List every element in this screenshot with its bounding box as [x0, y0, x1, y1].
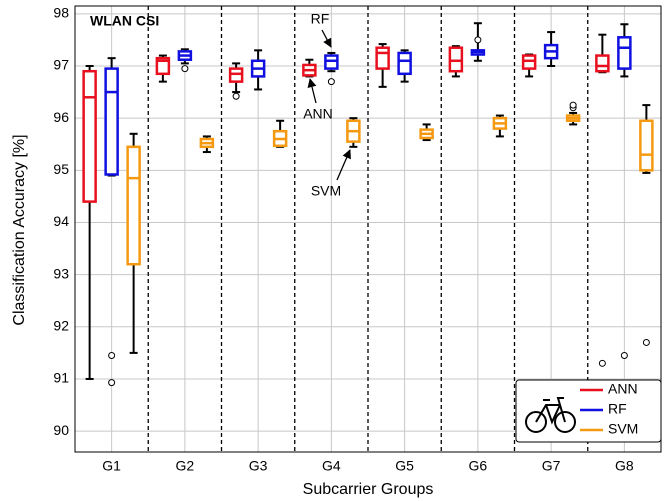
arrow: [307, 78, 317, 104]
x-tick-label: G1: [102, 458, 121, 474]
arrow-label: RF: [311, 11, 330, 27]
arrow-label: ANN: [303, 106, 333, 122]
outlier: [108, 379, 116, 387]
legend-label: ANN: [608, 381, 638, 397]
box: [375, 46, 390, 70]
outlier: [642, 338, 650, 346]
arrow: [321, 29, 332, 48]
x-axis-label: Subcarrier Groups: [303, 481, 434, 498]
box: [448, 46, 464, 73]
x-tick-label: G3: [249, 458, 268, 474]
x-tick-label: G8: [615, 458, 634, 474]
outlier: [232, 92, 240, 100]
y-tick-label: 90: [53, 422, 69, 438]
outlier: [620, 351, 628, 359]
box: [639, 119, 654, 172]
box: [617, 36, 632, 70]
arrow-label: SVM: [311, 183, 341, 199]
box: [155, 56, 171, 76]
y-tick-label: 96: [53, 109, 69, 125]
y-tick-label: 97: [53, 57, 69, 73]
legend-label: RF: [608, 401, 627, 417]
x-tick-label: G4: [322, 458, 341, 474]
box: [397, 51, 412, 76]
box: [126, 145, 141, 266]
outlier: [327, 78, 335, 86]
box: [82, 69, 97, 203]
annotation: WLAN CSI: [90, 13, 159, 29]
arrow: [336, 149, 351, 181]
box: [104, 67, 119, 176]
x-tick-label: G5: [395, 458, 414, 474]
box: [324, 54, 339, 70]
y-axis-label: Classification Accuracy [%]: [11, 134, 28, 325]
bike-icon: [525, 397, 576, 433]
plot-frame: [74, 5, 662, 453]
x-tick-label: G2: [176, 458, 195, 474]
y-tick-label: 93: [53, 265, 69, 281]
outlier: [598, 359, 606, 367]
box: [228, 67, 244, 83]
y-tick-label: 91: [53, 370, 69, 386]
y-tick-label: 95: [53, 161, 69, 177]
x-tick-label: G7: [542, 458, 561, 474]
legend: ANN RF SVM: [515, 379, 662, 443]
outlier: [181, 65, 189, 73]
y-tick-label: 94: [53, 213, 69, 229]
y-tick-label: 92: [53, 318, 69, 334]
outlier: [569, 101, 577, 109]
y-tick-label: 98: [53, 5, 69, 21]
outlier: [474, 36, 482, 44]
outlier: [108, 351, 116, 359]
box: [521, 54, 537, 70]
legend-label: SVM: [608, 421, 638, 437]
box: [595, 54, 610, 73]
x-tick-label: G6: [469, 458, 488, 474]
